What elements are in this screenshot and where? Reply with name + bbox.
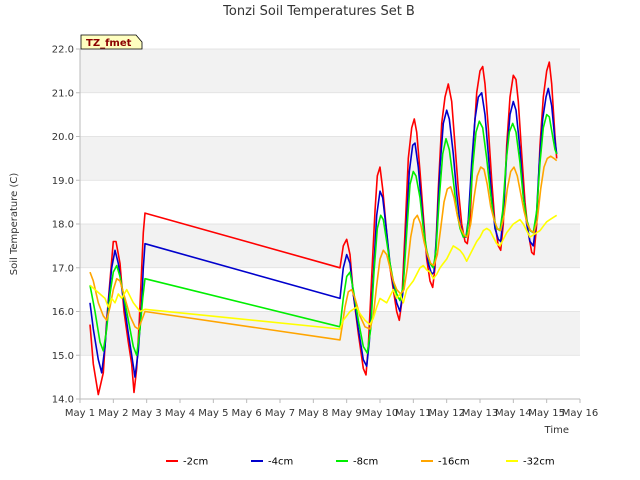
x-axis-label: Time <box>544 425 569 436</box>
legend-label: -4cm <box>268 457 293 468</box>
grid-band <box>80 355 580 399</box>
y-axis-label: Soil Temperature (C) <box>9 173 20 276</box>
x-tick-label: May 8 <box>298 408 328 419</box>
y-tick-label: 21.0 <box>52 88 74 99</box>
x-tick-label: May 15 <box>528 408 565 419</box>
y-tick-label: 20.0 <box>52 132 74 143</box>
x-tick-label: May 10 <box>362 408 399 419</box>
x-tick-label: May 16 <box>562 408 599 419</box>
x-tick-label: May 7 <box>265 408 295 419</box>
x-tick-label: May 11 <box>395 408 432 419</box>
ticks: 14.0 15.0 16.0 17.0 18.0 19.0 20.0 21.0 22.0 May … <box>52 45 599 420</box>
x-tick-label: May 1 <box>65 408 95 419</box>
y-tick-label: 14.0 <box>52 395 74 406</box>
chart-title: Tonzi Soil Temperatures Set B <box>222 4 415 19</box>
x-tick-label: May 4 <box>165 408 195 419</box>
legend-label: -16cm <box>438 457 470 468</box>
series-line-16cmcm <box>89 155 558 341</box>
x-tick-label: May 13 <box>462 408 499 419</box>
x-tick-label: May 6 <box>232 408 262 419</box>
y-tick-label: 18.0 <box>52 220 74 231</box>
grid-band <box>80 49 580 93</box>
grid-band <box>80 136 580 181</box>
y-tick-label: 16.0 <box>52 307 74 318</box>
badge-box <box>80 34 143 50</box>
grid-band <box>80 267 580 312</box>
series-layer <box>89 61 558 396</box>
grid-band <box>80 311 580 356</box>
badge-label: TZ_fmet <box>86 38 132 49</box>
x-tick-label: May 9 <box>332 408 362 419</box>
grid-band <box>80 92 580 137</box>
grid-bands <box>80 48 580 400</box>
x-tick-label: May 12 <box>428 408 465 419</box>
legend: -2cm -4cm -8cm -16cm -32cm <box>166 457 555 468</box>
legend-label: -2cm <box>183 457 208 468</box>
x-tick-label: May 5 <box>198 408 228 419</box>
tz-fmet-badge: TZ_fmet <box>80 34 143 50</box>
y-tick-label: 15.0 <box>52 351 74 362</box>
y-tick-label: 19.0 <box>52 176 74 187</box>
legend-label: -8cm <box>353 457 378 468</box>
x-tick-label: May 14 <box>495 408 532 419</box>
legend-label: -32cm <box>523 457 555 468</box>
series-line-32cmcm <box>89 214 558 330</box>
x-tick-label: May 3 <box>132 408 162 419</box>
y-tick-label: 17.0 <box>52 263 74 274</box>
grid-band <box>80 180 580 224</box>
y-tick-label: 22.0 <box>52 45 74 56</box>
x-tick-label: May 2 <box>98 408 128 419</box>
series-line-8cmcm <box>89 113 558 357</box>
